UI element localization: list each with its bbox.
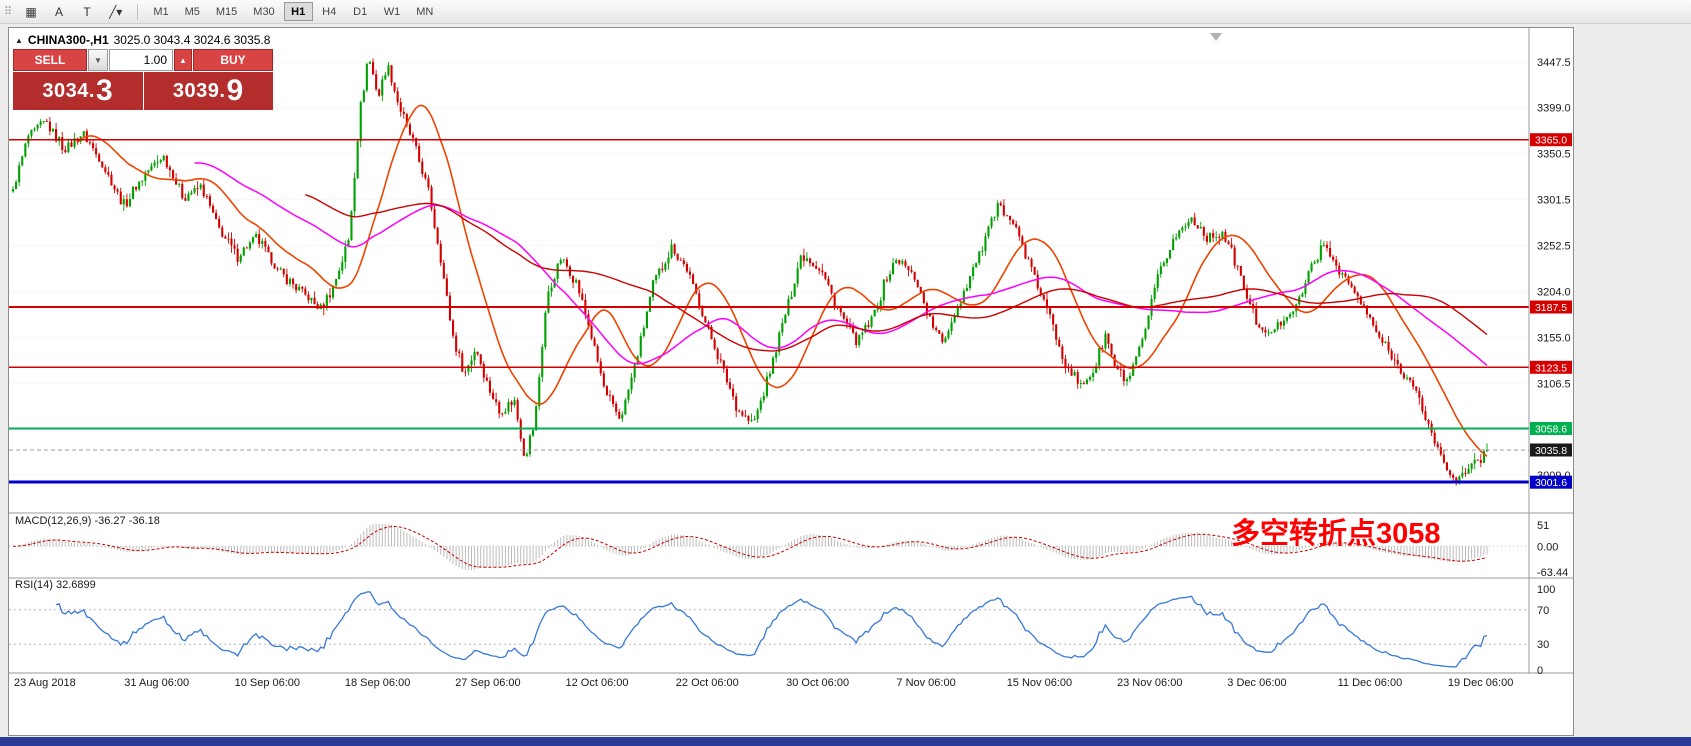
price-label-3035.8: 3035.8 [1530, 443, 1572, 457]
chart-canvas[interactable]: 3447.5 3399.0 3350.5 3301.5 3252.5 3204.0 3155… [9, 28, 1573, 735]
moving-average-fast-ma [77, 104, 1488, 457]
rsi-line [55, 591, 1488, 668]
timeframe-button-m5[interactable]: M5 [178, 2, 207, 21]
svg-text:70: 70 [1537, 605, 1549, 617]
svg-text:3447.5: 3447.5 [1537, 57, 1571, 69]
macd-indicator-header: MACD(12,26,9) -36.27 -36.18 [15, 515, 160, 527]
svg-text:10 Sep 06:00: 10 Sep 06:00 [235, 677, 300, 689]
rsi-axis: 100 70 30 0 [1537, 584, 1555, 677]
one-click-trading-panel: SELL ▼ ▲ BUY 3034.3 3039.9 [13, 49, 273, 110]
svg-text:27 Sep 06:00: 27 Sep 06:00 [455, 677, 520, 689]
price-label-3058.6: 3058.6 [1530, 422, 1572, 436]
svg-text:3399.0: 3399.0 [1537, 103, 1571, 115]
svg-text:3187.5: 3187.5 [1535, 302, 1567, 314]
time-axis[interactable]: 23 Aug 2018 31 Aug 06:00 10 Sep 06:00 18 Se… [14, 677, 1513, 689]
text-tool-t-icon[interactable]: T [74, 2, 100, 22]
symbol-timeframe-label: CHINA300-,H1 [27, 33, 109, 47]
sell-price-main: 3034. [42, 79, 95, 102]
svg-text:12 Oct 06:00: 12 Oct 06:00 [566, 677, 629, 689]
svg-text:51: 51 [1537, 520, 1549, 532]
chart-shift-marker-icon[interactable] [1210, 33, 1222, 41]
timeframe-button-mn[interactable]: MN [409, 2, 440, 21]
chinese-annotation-text: 多空转折点3058 [1231, 518, 1441, 550]
svg-text:3035.8: 3035.8 [1535, 445, 1567, 457]
timeframe-button-w1[interactable]: W1 [377, 2, 408, 21]
svg-text:3 Dec 06:00: 3 Dec 06:00 [1227, 677, 1286, 689]
svg-text:3252.5: 3252.5 [1537, 241, 1571, 253]
svg-text:3001.6: 3001.6 [1535, 477, 1567, 489]
svg-text:3106.5: 3106.5 [1537, 378, 1571, 390]
toolbar: ⠿ ▦ A T ╱▾ M1 M5 M15 M30 H1 H4 D1 W1 MN [0, 0, 1691, 24]
price-label-3123.5: 3123.5 [1530, 360, 1572, 374]
svg-text:31 Aug 06:00: 31 Aug 06:00 [124, 677, 189, 689]
timeframe-button-h1[interactable]: H1 [283, 2, 313, 21]
text-label-a-icon[interactable]: A [46, 2, 72, 22]
volume-increase-button[interactable]: ▲ [174, 49, 192, 71]
timeframe-button-d1[interactable]: D1 [346, 2, 375, 21]
one-click-panel-toggle-icon[interactable]: ▲ [15, 36, 23, 45]
svg-text:-63.44: -63.44 [1537, 567, 1568, 579]
timeframe-button-m1[interactable]: M1 [146, 2, 175, 21]
macd-axis: 51 0.00 -63.44 [1537, 520, 1568, 579]
svg-text:19 Dec 06:00: 19 Dec 06:00 [1448, 677, 1513, 689]
volume-input[interactable] [109, 49, 173, 71]
svg-text:30 Oct 06:00: 30 Oct 06:00 [786, 677, 849, 689]
svg-text:0.00: 0.00 [1537, 541, 1558, 553]
moving-average-medium-ma [194, 162, 1488, 366]
svg-text:3123.5: 3123.5 [1535, 362, 1567, 374]
chart-objects-grid-icon[interactable]: ▦ [18, 2, 44, 22]
sell-price-display[interactable]: 3034. 3 [13, 72, 143, 110]
volume-dropdown-button[interactable]: ▼ [88, 49, 108, 71]
price-label-3001.6: 3001.6 [1530, 475, 1572, 489]
svg-text:3301.5: 3301.5 [1537, 195, 1571, 207]
chart-window[interactable]: 3447.5 3399.0 3350.5 3301.5 3252.5 3204.0 3155… [8, 27, 1574, 736]
object-tools-group: ▦ A T ╱▾ [17, 2, 130, 22]
svg-text:0: 0 [1537, 665, 1543, 677]
svg-text:11 Dec 06:00: 11 Dec 06:00 [1338, 677, 1403, 689]
svg-text:7 Nov 06:00: 7 Nov 06:00 [896, 677, 955, 689]
timeframe-button-h4[interactable]: H4 [315, 2, 344, 21]
svg-text:22 Oct 06:00: 22 Oct 06:00 [676, 677, 739, 689]
buy-price-main: 3039. [172, 79, 226, 102]
taskbar-strip [0, 737, 1691, 746]
moving-average-slow-ma [305, 193, 1488, 352]
ohlc-values: 3025.0 3043.4 3024.6 3035.8 [113, 33, 271, 47]
timeframe-group: M1 M5 M15 M30 H1 H4 D1 W1 MN [145, 2, 441, 21]
svg-text:15 Nov 06:00: 15 Nov 06:00 [1007, 677, 1072, 689]
toolbar-drag-handle[interactable]: ⠿ [4, 6, 13, 18]
price-gridlines [9, 61, 1529, 476]
svg-text:3350.5: 3350.5 [1537, 148, 1571, 160]
svg-text:3155.0: 3155.0 [1537, 333, 1571, 345]
svg-text:18 Sep 06:00: 18 Sep 06:00 [345, 677, 410, 689]
line-studies-dropdown-icon[interactable]: ╱▾ [102, 2, 129, 22]
price-label-3365.0: 3365.0 [1530, 133, 1572, 147]
svg-text:30: 30 [1537, 639, 1549, 651]
svg-text:100: 100 [1537, 584, 1555, 596]
macd-signal-line [12, 525, 1488, 568]
sell-button[interactable]: SELL [13, 49, 87, 71]
svg-text:3365.0: 3365.0 [1535, 135, 1567, 147]
rsi-indicator-header: RSI(14) 32.6899 [15, 579, 96, 591]
timeframe-button-m15[interactable]: M15 [209, 2, 244, 21]
toolbar-separator [137, 3, 139, 20]
svg-text:3058.6: 3058.6 [1535, 424, 1567, 436]
svg-text:23 Aug 2018: 23 Aug 2018 [14, 677, 76, 689]
svg-text:3204.0: 3204.0 [1537, 286, 1571, 298]
svg-text:23 Nov 06:00: 23 Nov 06:00 [1117, 677, 1182, 689]
buy-price-big-digit: 9 [226, 74, 244, 107]
timeframe-button-m30[interactable]: M30 [246, 2, 281, 21]
price-axis[interactable]: 3447.5 3399.0 3350.5 3301.5 3252.5 3204.0 3155… [1537, 57, 1571, 482]
sell-price-big-digit: 3 [95, 74, 114, 107]
chart-title: ▲ CHINA300-,H1 3025.0 3043.4 3024.6 3035… [15, 33, 270, 47]
price-label-3187.5: 3187.5 [1530, 300, 1572, 314]
buy-price-display[interactable]: 3039. 9 [143, 72, 273, 110]
buy-button[interactable]: BUY [193, 49, 273, 71]
